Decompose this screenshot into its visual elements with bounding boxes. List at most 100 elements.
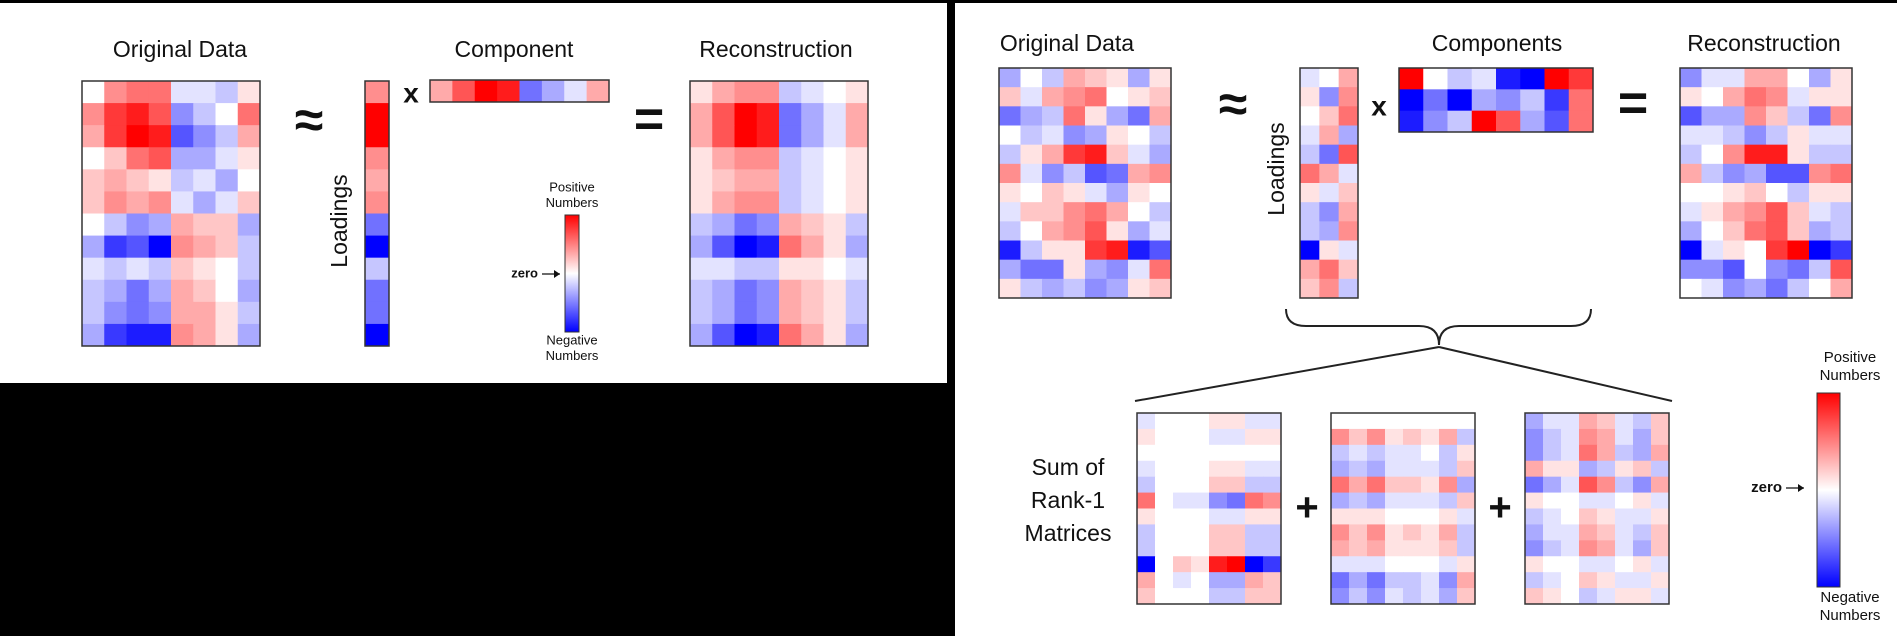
heatmap-cell [1544, 110, 1570, 133]
heatmap-cell [1385, 572, 1404, 589]
heatmap-cell [1331, 540, 1350, 557]
heatmap-cell [1149, 278, 1172, 299]
heatmap-cell [1331, 460, 1350, 478]
heatmap-cell [1403, 540, 1422, 557]
heatmap-cell [1137, 476, 1156, 493]
heatmap-cell [1245, 492, 1264, 509]
heatmap-cell [104, 235, 127, 259]
heatmap-cell [1300, 144, 1320, 165]
heatmap-cell [1651, 444, 1670, 462]
heatmap-cell [1744, 87, 1767, 107]
matrix-title: Original Data [113, 36, 247, 62]
heatmap-cell [1085, 259, 1107, 280]
heatmap-cell [1439, 556, 1458, 573]
heatmap-cell [1349, 556, 1368, 573]
heatmap-cell [1349, 444, 1368, 462]
heatmap-cell [1338, 87, 1359, 107]
heatmap-cell [1227, 572, 1246, 589]
heatmap-cell [1651, 492, 1670, 509]
heatmap-cell [1300, 183, 1320, 203]
heatmap-cell [1809, 278, 1831, 299]
heatmap-cell [1042, 240, 1064, 261]
heatmap-cell [1367, 588, 1386, 605]
heatmap-cell [1319, 202, 1340, 222]
heatmap-cell [1680, 87, 1702, 107]
heatmap-cell [1155, 492, 1174, 509]
heatmap-cell [215, 125, 239, 148]
heatmap-cell [1615, 556, 1634, 573]
heatmap-cell [1331, 572, 1350, 589]
heatmap-cell [1543, 413, 1562, 430]
matrix-title: Reconstruction [699, 36, 852, 62]
heatmap-cell [171, 103, 194, 126]
heatmap-cell [126, 103, 150, 126]
heatmap-cell [845, 213, 869, 236]
heatmap-cell [104, 191, 127, 214]
heatmap-cell [1042, 202, 1064, 222]
heatmap-cell [171, 257, 194, 281]
heatmap-cell [801, 301, 824, 325]
heatmap-cell [193, 257, 216, 281]
heatmap-cell [1338, 125, 1359, 146]
heatmap-cell [1385, 556, 1404, 573]
heatmap-cell [1651, 413, 1670, 430]
heatmap-cell [1063, 106, 1086, 126]
heatmap-cell [1579, 428, 1598, 446]
heatmap-cell [1349, 540, 1368, 557]
heatmap-cell [1399, 89, 1424, 112]
heatmap-cell [1155, 556, 1174, 573]
heatmap-cell [148, 191, 172, 214]
heatmap-cell [1633, 492, 1652, 509]
heatmap-cell [1651, 588, 1670, 605]
heatmap-cell [1385, 492, 1404, 509]
colorbar-label: Positive [549, 179, 595, 194]
heatmap-cell [1615, 460, 1634, 478]
heatmap-cell [1331, 444, 1350, 462]
heatmap-cell [1063, 125, 1086, 146]
heatmap-cell [1155, 413, 1174, 430]
heatmap-cell [126, 81, 150, 104]
heatmap-cell [1403, 524, 1422, 541]
heatmap-cell [1597, 540, 1616, 557]
heatmap-cell [1227, 524, 1246, 541]
heatmap-cell [1457, 508, 1476, 525]
heatmap-cell [1263, 540, 1282, 557]
heatmap-cell [1245, 524, 1264, 541]
heatmap-cell [1227, 460, 1246, 478]
heatmap-cell [1300, 106, 1320, 126]
heatmap-cell [845, 169, 869, 192]
heatmap-cell [1245, 556, 1264, 573]
heatmap-cell [1579, 540, 1598, 557]
heatmap-cell [1651, 524, 1670, 541]
heatmap-cell [1525, 540, 1544, 557]
heatmap-cell [1744, 183, 1767, 203]
heatmap-cell [365, 147, 390, 170]
heatmap-cell [1615, 413, 1634, 430]
matrix-title: Components [1432, 30, 1562, 56]
heatmap-cell [1128, 183, 1150, 203]
heatmap-cell [999, 240, 1021, 261]
heatmap-cell [171, 191, 194, 214]
heatmap-border [81, 80, 261, 347]
heatmap-cell [801, 257, 824, 281]
heatmap-cell [1520, 89, 1545, 112]
heatmap-cell [1155, 508, 1174, 525]
heatmap-cell [1385, 476, 1404, 493]
heatmap-cell [171, 323, 194, 347]
heatmap-cell [1191, 508, 1210, 525]
heatmap-cell [1403, 428, 1422, 446]
heatmap-cell [712, 279, 735, 303]
heatmap-cell [104, 81, 127, 104]
heatmap-cell [1245, 444, 1264, 462]
heatmap-cell [1085, 87, 1107, 107]
heatmap-cell [1457, 524, 1476, 541]
heatmap-border [429, 79, 610, 103]
heatmap-cell [1809, 202, 1831, 222]
heatmap-border [364, 80, 390, 347]
heatmap-cell [823, 257, 847, 281]
heatmap-cell [1227, 476, 1246, 493]
heatmap-cell [1439, 413, 1458, 430]
heatmap-cell [1561, 540, 1580, 557]
heatmap-cell [1744, 106, 1767, 126]
heatmap-cell [1615, 588, 1634, 605]
